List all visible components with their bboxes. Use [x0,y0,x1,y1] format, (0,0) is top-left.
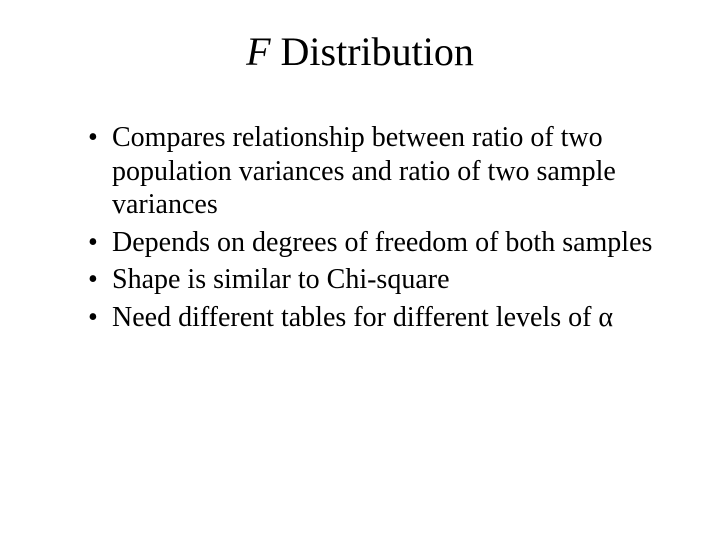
bullet-list: Compares relationship between ratio of t… [54,121,666,335]
slide-title: FDistribution [54,28,666,75]
title-word: Distribution [281,29,474,74]
list-item: Shape is similar to Chi-square [88,263,666,297]
title-symbol: F [246,29,280,74]
list-item: Need different tables for different leve… [88,301,666,335]
list-item: Compares relationship between ratio of t… [88,121,666,222]
list-item: Depends on degrees of freedom of both sa… [88,226,666,260]
slide: FDistribution Compares relationship betw… [0,0,720,540]
